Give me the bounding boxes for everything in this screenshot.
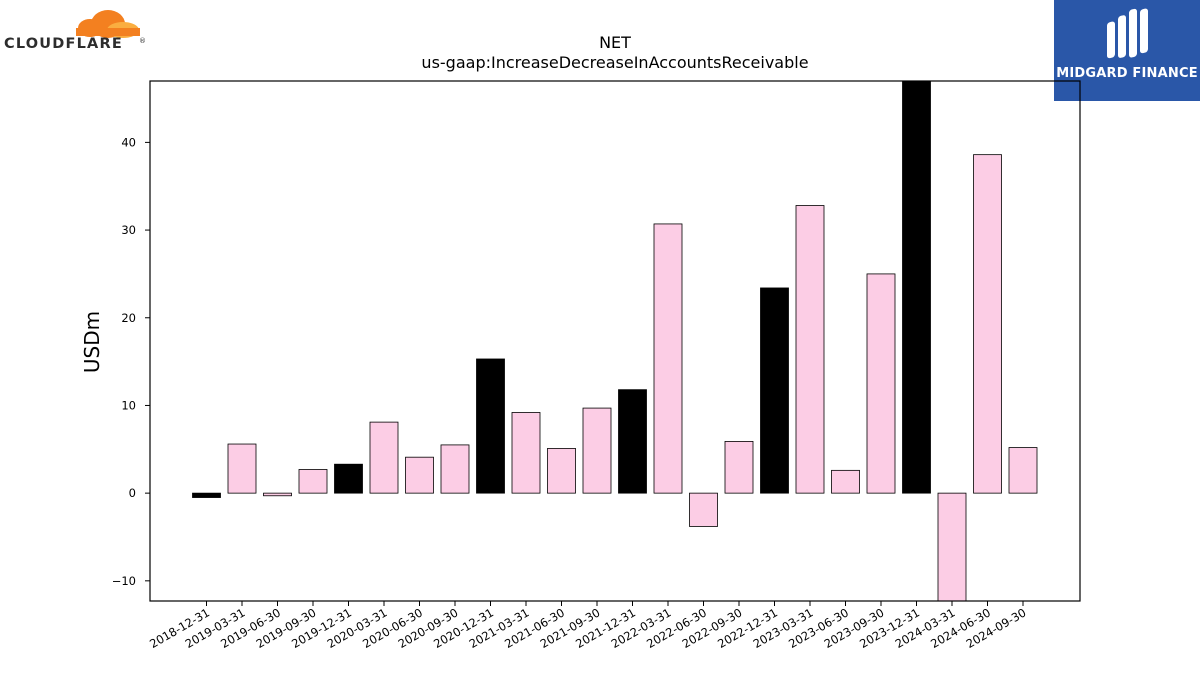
y-tick-label: 30 (121, 223, 136, 237)
chart-subtitle: us-gaap:IncreaseDecreaseInAccountsReceiv… (421, 53, 808, 72)
y-tick-label: 0 (129, 486, 136, 500)
bar-2022-12-31 (760, 287, 789, 494)
y-tick-label: 20 (121, 311, 136, 325)
cloud-icon (76, 10, 140, 38)
bar-2019-12-31 (334, 463, 363, 494)
cloudflare-wordmark: CLOUDFLARE (4, 36, 123, 52)
bar-2019-03-31 (227, 443, 257, 494)
y-tick-label: 10 (121, 398, 136, 412)
bar-2024-03-31 (937, 492, 967, 602)
bar-2020-09-30 (440, 444, 470, 494)
y-tick-label: 40 (121, 135, 136, 149)
bar-2020-06-30 (405, 456, 434, 494)
bar-2023-06-30 (831, 469, 860, 494)
bar-2023-12-31 (902, 80, 931, 494)
bar-2018-12-31 (192, 492, 221, 498)
bar-2023-03-31 (795, 205, 825, 494)
x-ticks-group: 2018-12-312019-03-312019-06-302019-09-30… (147, 601, 1029, 651)
bar-2021-06-30 (547, 448, 576, 494)
bar-2024-06-30 (973, 154, 1002, 494)
bar-2021-09-30 (582, 407, 612, 494)
midgard-emblem-icon (1107, 8, 1148, 59)
plot-frame (149, 80, 1081, 602)
bars-group (192, 80, 1038, 602)
y-tick-label: −10 (112, 574, 136, 588)
bar-2021-03-31 (511, 412, 541, 494)
midgard-finance-logo: MIDGARD FINANCE (1054, 0, 1200, 101)
registered-mark: ® (139, 37, 146, 45)
y-axis-label: USDm (80, 311, 104, 373)
midgard-wordmark: MIDGARD FINANCE (1056, 66, 1198, 81)
bar-2020-12-31 (476, 358, 505, 494)
y-ticks-group: −10 0 10 20 30 40 (112, 135, 150, 588)
bar-2021-12-31 (618, 389, 647, 494)
bar-2022-03-31 (653, 223, 683, 494)
bar-2024-09-30 (1008, 447, 1038, 494)
chart-title: NET (599, 33, 631, 52)
cloudflare-logo: CLOUDFLARE ® (4, 4, 146, 54)
bar-2022-09-30 (724, 441, 754, 494)
bar-2023-09-30 (866, 273, 896, 494)
bar-2020-03-31 (369, 421, 399, 494)
bar-2019-06-30 (263, 492, 292, 497)
bar-2019-09-30 (298, 469, 328, 494)
bar-2022-06-30 (689, 492, 718, 527)
